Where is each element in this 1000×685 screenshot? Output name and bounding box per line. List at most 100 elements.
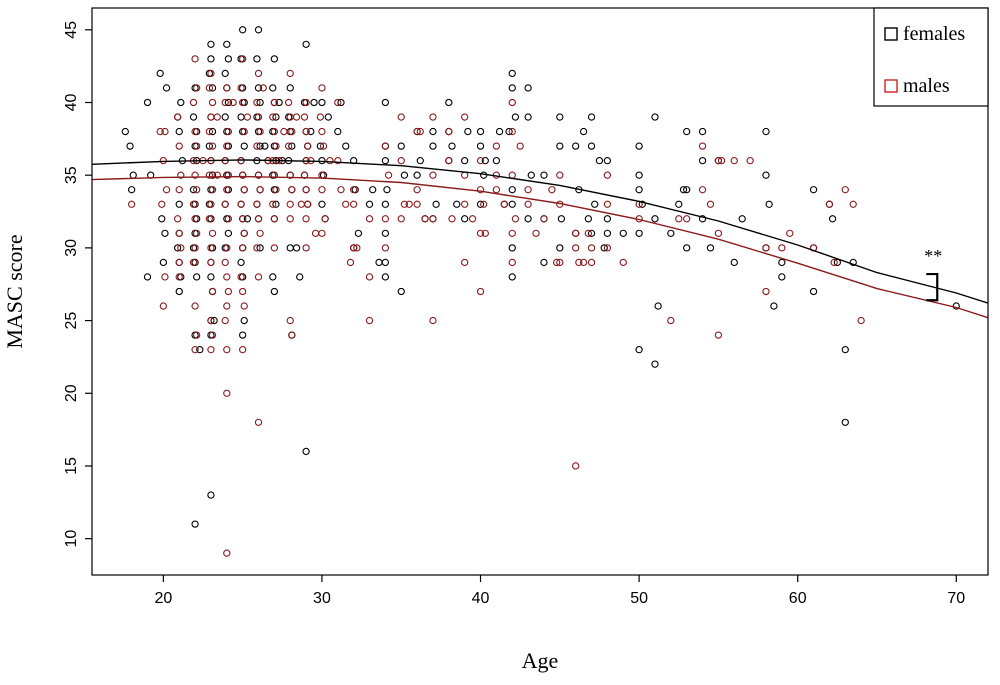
point-males [175,258,183,267]
point-females [508,200,516,208]
point-males [698,186,707,194]
point-males [193,84,201,92]
point-males [548,186,556,194]
point-females [445,98,453,107]
point-females [286,244,294,252]
point-females [638,200,646,208]
point-females [635,346,643,354]
point-males [159,157,168,165]
point-females [243,215,252,223]
y-tick-label: 25 [63,312,80,330]
point-males [270,244,279,252]
point-females [354,229,363,237]
point-females [667,229,675,237]
point-females [619,229,627,237]
point-males [746,157,754,165]
point-females [492,157,501,165]
point-females [224,98,233,107]
point-males [350,200,358,208]
point-males [786,229,794,237]
point-males [239,55,247,63]
point-males [365,215,374,223]
point-females [121,127,129,136]
point-females [738,215,746,223]
point-females [698,157,707,165]
significance-bracket [926,272,939,302]
fit-line-males [92,175,988,319]
point-females [223,40,231,48]
point-males [353,244,361,252]
point-females [239,331,247,339]
point-males [175,229,183,237]
point-males [476,287,485,296]
point-females [310,98,318,107]
point-males [229,98,237,107]
point-males [350,186,358,194]
point-males [213,171,221,179]
point-males [445,127,453,136]
point-males [302,127,310,136]
point-males [508,98,516,107]
point-females [397,287,405,296]
point-females [778,258,786,267]
point-males [240,229,248,237]
point-males [540,215,548,223]
point-females [679,186,688,194]
point-females [237,113,245,121]
point-females [208,171,217,179]
point-females [316,142,325,150]
x-tick-label: 60 [789,590,807,607]
point-males [207,316,215,325]
point-females [579,127,588,136]
point-males [717,157,726,165]
point-males [239,244,247,252]
point-females [207,273,215,281]
point-males [208,229,217,237]
point-males [254,171,263,179]
point-females [524,215,532,223]
point-females [272,200,280,208]
point-males [762,244,770,252]
point-males [302,98,310,107]
chart-marks [92,26,988,557]
point-females [383,186,391,194]
point-females [269,84,277,92]
point-males [239,287,247,296]
point-females [365,200,374,208]
point-males [272,186,280,194]
point-males [159,302,168,310]
point-males [448,215,456,223]
point-males [207,69,215,78]
point-females [324,113,332,121]
point-females [600,244,608,252]
point-males [224,287,233,296]
point-females [159,258,168,267]
point-females [603,229,612,237]
point-males [714,157,723,165]
point-males [316,113,325,121]
point-males [476,186,485,194]
point-males [714,229,723,237]
point-males [189,200,198,208]
point-females [342,142,350,150]
point-females [193,273,201,281]
point-females [809,287,818,296]
point-females [453,200,461,208]
point-males [318,84,326,92]
point-females [556,244,564,252]
point-females [397,142,405,150]
point-females [765,200,773,208]
point-females [208,84,217,92]
point-females [651,215,659,223]
legend-box [873,7,989,107]
point-males [481,229,489,237]
point-males [476,157,485,165]
point-males [223,302,231,310]
point-females [603,157,612,165]
point-females [207,491,215,499]
point-males [254,273,263,281]
point-males [284,142,293,150]
point-females [143,98,152,107]
point-females [841,346,849,354]
point-females [256,244,264,252]
